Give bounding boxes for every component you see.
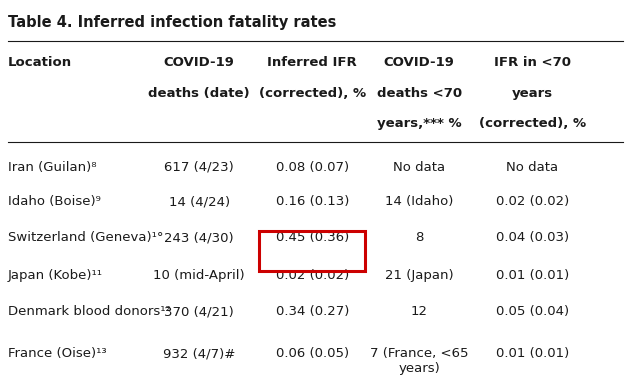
Text: 14 (4/24): 14 (4/24) [168,195,230,208]
Text: 21 (Japan): 21 (Japan) [385,269,454,282]
Text: Idaho (Boise)⁹: Idaho (Boise)⁹ [8,195,100,208]
Text: 0.02 (0.02): 0.02 (0.02) [495,195,569,208]
Text: 0.34 (0.27): 0.34 (0.27) [276,305,349,318]
Text: 0.05 (0.04): 0.05 (0.04) [496,305,569,318]
Text: Table 4. Inferred infection fatality rates: Table 4. Inferred infection fatality rat… [8,15,336,30]
Text: (corrected), %: (corrected), % [479,117,586,130]
Text: Japan (Kobe)¹¹: Japan (Kobe)¹¹ [8,269,103,282]
Text: No data: No data [506,161,558,174]
Text: 0.45 (0.36): 0.45 (0.36) [276,231,349,244]
Text: 0.04 (0.03): 0.04 (0.03) [496,231,569,244]
Text: 0.06 (0.05): 0.06 (0.05) [276,347,349,360]
Text: deaths <70: deaths <70 [377,87,462,100]
Text: Location: Location [8,56,72,70]
Text: Iran (Guilan)⁸: Iran (Guilan)⁸ [8,161,97,174]
Text: No data: No data [393,161,445,174]
Bar [259,231,365,271]
Text: 243 (4/30): 243 (4/30) [165,231,234,244]
Text: deaths (date): deaths (date) [148,87,250,100]
Text: years: years [512,87,553,100]
Text: 0.08 (0.07): 0.08 (0.07) [276,161,349,174]
Text: COVID-19: COVID-19 [164,56,235,70]
Text: 370 (4/21): 370 (4/21) [165,305,234,318]
Text: 0.01 (0.01): 0.01 (0.01) [495,347,569,360]
Text: 0.01 (0.01): 0.01 (0.01) [495,269,569,282]
Text: 7 (France, <65
years): 7 (France, <65 years) [370,347,468,375]
Text: 932 (4/7)#: 932 (4/7)# [163,347,235,360]
Text: 0.16 (0.13): 0.16 (0.13) [276,195,349,208]
Text: 8: 8 [415,231,423,244]
Text: 617 (4/23): 617 (4/23) [165,161,234,174]
Text: France (Oise)¹³: France (Oise)¹³ [8,347,106,360]
Text: 14 (Idaho): 14 (Idaho) [385,195,453,208]
Text: (corrected), %: (corrected), % [259,87,366,100]
Text: Inferred IFR: Inferred IFR [268,56,357,70]
Text: years,*** %: years,*** % [377,117,461,130]
Text: 0.02 (0.02): 0.02 (0.02) [276,269,349,282]
Text: 12: 12 [411,305,428,318]
Text: Denmark blood donors¹²: Denmark blood donors¹² [8,305,170,318]
Text: COVID-19: COVID-19 [384,56,454,70]
Text: 10 (mid-April): 10 (mid-April) [153,269,245,282]
Text: Switzerland (Geneva)¹°: Switzerland (Geneva)¹° [8,231,163,244]
Text: IFR in <70: IFR in <70 [493,56,570,70]
